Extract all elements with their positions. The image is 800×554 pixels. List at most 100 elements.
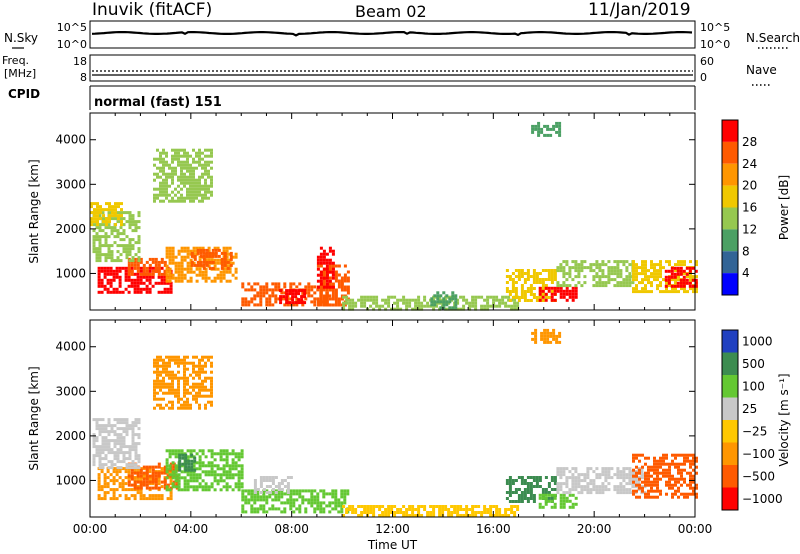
colorbar-segment [722, 141, 738, 164]
data-patch [253, 476, 293, 494]
power-plot: 1000 2000 3000 4000 Slant Range [km] 28 24 20 16… [27, 112, 791, 311]
nsearch-tick-bottom: 10^0 [700, 38, 730, 51]
x-tick-label: 00:00 [73, 522, 108, 536]
y-tick-label: 1000 [55, 473, 86, 487]
data-patch [178, 453, 197, 472]
data-patch [279, 289, 307, 305]
y-tick-label: 3000 [55, 384, 86, 398]
nsearch-tick-top: 10^5 [700, 21, 730, 34]
colorbar-tick-label: −1000 [742, 492, 783, 506]
nsearch-label: N.Search [746, 31, 800, 45]
x-axis-label: Time UT [367, 538, 418, 552]
nsky-label: N.Sky [4, 31, 38, 45]
colorbar-tick-label: −500 [742, 469, 775, 483]
x-tick-label: 20:00 [577, 522, 612, 536]
data-patch [342, 505, 520, 517]
colorbar-segment [722, 273, 738, 295]
data-patch [664, 266, 698, 288]
data-patch [90, 202, 123, 227]
colorbar-tick-label: −25 [742, 424, 767, 438]
colorbar-tick-label: 4 [742, 266, 750, 280]
colorbar-tick-label: 100 [742, 379, 765, 393]
data-patch [632, 453, 698, 499]
data-patch [531, 328, 562, 344]
data-patch [190, 248, 233, 270]
data-patch [556, 260, 635, 288]
colorbar-segment [722, 420, 738, 443]
station-title: Inuvik (fitACF) [92, 0, 212, 20]
date-title: 11/Jan/2019 [588, 0, 691, 20]
freq-strip [89, 54, 696, 82]
colorbar-segment [722, 207, 738, 230]
data-patch [92, 211, 141, 263]
colorbar-tick-label: 1000 [742, 334, 773, 348]
y-tick-label: 2000 [55, 222, 86, 236]
y-axis-label: Slant Range [km] [27, 366, 41, 470]
colorbar-segment [722, 442, 738, 465]
y-tick-label: 4000 [55, 133, 86, 147]
colorbar-segment [722, 120, 738, 142]
colorbar-segment [722, 397, 738, 420]
colorbar-label: Power [dB] [777, 175, 791, 240]
nsky-tick-bottom: 10^0 [57, 38, 87, 51]
freq-tick-top: 18 [73, 55, 87, 68]
data-patch [430, 291, 458, 310]
colorbar-tick-label: −100 [742, 447, 775, 461]
cpid-label: CPID [8, 87, 40, 101]
data-patch [556, 467, 647, 495]
colorbar-segment [722, 229, 738, 252]
colorbar-frame [721, 119, 739, 296]
y-tick-label: 2000 [55, 429, 86, 443]
x-tick-label: 08:00 [274, 522, 309, 536]
nave-tick-bottom: 0 [700, 71, 707, 84]
data-patch [316, 246, 335, 289]
nsky-trace [91, 31, 693, 37]
colorbar-tick-label: 24 [742, 157, 757, 171]
colorbar-tick-label: 500 [742, 357, 765, 371]
colorbar-tick-label: 16 [742, 201, 757, 215]
data-patch [153, 148, 213, 203]
freq-unit: [MHz] [4, 67, 36, 80]
y-tick-label: 4000 [55, 340, 86, 354]
colorbar-segment [722, 465, 738, 488]
data-patch [241, 489, 350, 514]
data-patch [531, 121, 562, 137]
y-axis-label: Slant Range [km] [27, 159, 41, 263]
x-tick-label: 04:00 [174, 522, 209, 536]
freq-tick-bottom: 8 [80, 71, 87, 84]
data-patch [505, 269, 557, 302]
colorbar-segment [722, 487, 738, 510]
velocity-plot: 1000 2000 3000 4000 Slant Range [km] 1000 500 1… [27, 319, 791, 552]
data-patch [538, 286, 578, 302]
colorbar-frame [721, 329, 739, 511]
colorbar-segment [722, 352, 738, 375]
data-patch [505, 476, 557, 503]
nave-label: Nave [746, 63, 777, 77]
colorbar-label: Velocity [m s⁻¹] [777, 373, 791, 466]
colorbar-tick-label: 8 [742, 244, 750, 258]
x-tick-label: 00:00 [678, 522, 713, 536]
colorbar-tick-label: 12 [742, 222, 757, 236]
colorbar-tick-label: 28 [742, 135, 757, 149]
colorbar-segment [722, 185, 738, 208]
data-patch [97, 266, 173, 294]
colorbar-segment [722, 163, 738, 186]
y-tick-label: 1000 [55, 266, 86, 280]
colorbar-tick-label: 20 [742, 179, 757, 193]
x-tick-label: 12:00 [375, 522, 410, 536]
nsky-tick-top: 10^5 [57, 21, 87, 34]
x-tick-label: 16:00 [476, 522, 511, 536]
colorbar-segment [722, 251, 738, 274]
nsky-strip [89, 20, 696, 49]
cpid-text: normal (fast) 151 [94, 95, 222, 110]
colorbar-tick-label: 25 [742, 402, 757, 416]
colorbar-segment [722, 330, 738, 353]
nave-tick-top: 60 [700, 55, 714, 68]
data-patch [92, 418, 141, 470]
beam-title: Beam 02 [355, 2, 427, 21]
freq-label: Freq. [2, 54, 29, 67]
data-patch [153, 355, 213, 410]
data-patch [127, 257, 167, 276]
data-patch [538, 493, 578, 509]
